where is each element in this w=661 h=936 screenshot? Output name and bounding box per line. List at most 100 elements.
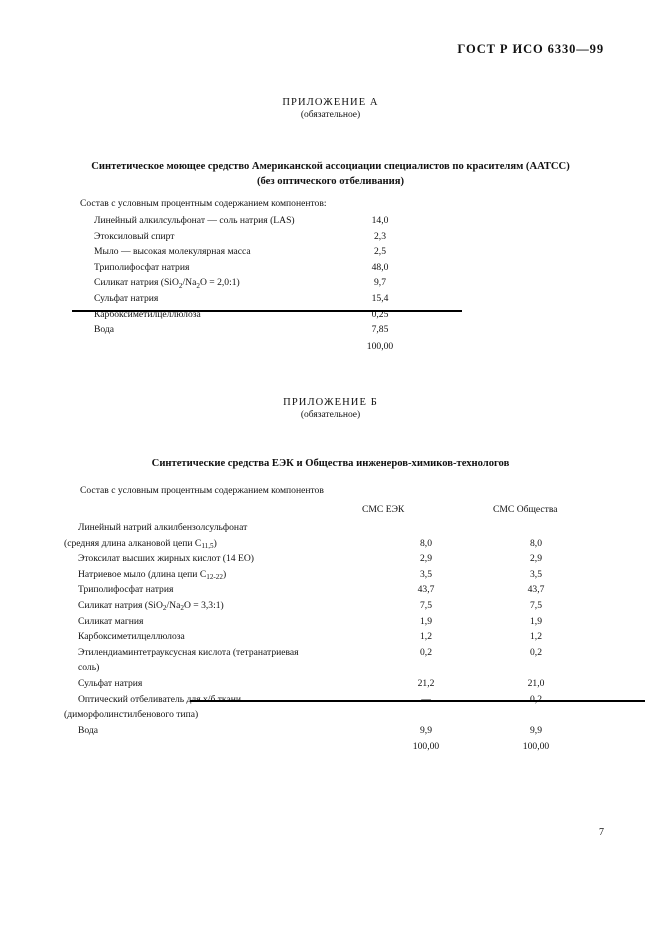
component-value-eec: 9,9	[420, 724, 432, 736]
component-value-eec: 0,2	[420, 646, 432, 658]
table-row-total: 100,00 100,00	[64, 738, 600, 755]
component-value-society	[472, 707, 600, 723]
component-value: 48,0	[371, 261, 389, 273]
total-value-eec: 100,00	[412, 741, 440, 753]
table-row: Мыло — высокая молекулярная масса 2,5	[80, 244, 410, 260]
table-row: Сульфат натрия 15,4	[80, 291, 410, 307]
component-name-line1: Этилендиаминтетрауксусная кислота (тетра…	[78, 646, 299, 658]
component-value-society: 2,9	[530, 553, 542, 565]
component-value: 14,0	[371, 215, 389, 226]
component-name-line2: соль)	[78, 662, 100, 674]
component-value-eec	[380, 707, 472, 723]
component-value-eec: 2,9	[420, 553, 432, 565]
component-name: Карбоксиметилцеллюлоза	[94, 308, 201, 320]
component-value-society	[472, 520, 600, 536]
component-name: Силикат натрия (SiO2/Na2O = 3,3:1)	[78, 599, 224, 613]
table-row: Линейный алкилсульфонат — соль натрия (L…	[80, 213, 410, 229]
annex-a-heading: Синтетическое моющее средство Американск…	[0, 159, 661, 189]
component-name: Триполифосфат натрия	[78, 584, 174, 596]
table-row: Карбоксиметилцеллюлоза 1,2 1,2	[64, 629, 600, 645]
component-name-line1: Оптический отбеливатель для х/б ткани	[78, 693, 241, 705]
component-value: 15,4	[371, 292, 389, 304]
column-header-society: СМС Общества	[493, 504, 558, 515]
annex-a-heading-line1: Синтетическое моющее средство Американск…	[91, 161, 570, 172]
annex-a-table: Линейный алкилсульфонат — соль натрия (L…	[80, 213, 410, 354]
table-row: Вода 9,9 9,9	[64, 723, 600, 739]
table-row: Оптический отбеливатель для х/б ткани — …	[64, 692, 600, 708]
annex-b-heading: Синтетические средства ЕЭК и Общества ин…	[0, 456, 661, 471]
component-value: 7,85	[371, 324, 389, 336]
table-row: Силикат натрия (SiO2/Na2O = 3,3:1) 7,5 7…	[64, 598, 600, 614]
component-value-society	[472, 660, 600, 676]
component-value-eec: 1,2	[420, 631, 432, 643]
total-label	[80, 338, 350, 355]
component-value-eec: 1,9	[420, 615, 432, 627]
component-value: 2,5	[374, 246, 386, 258]
scan-artifact-line	[72, 310, 462, 312]
annex-b-caption: ПРИЛОЖЕНИЕ Б (обязательное)	[0, 396, 661, 422]
table-row: Этоксиловый спирт 2,3	[80, 229, 410, 245]
scan-artifact-line	[190, 700, 645, 702]
annex-b-table: Линейный натрий алкилбензолсульфонат (ср…	[64, 520, 600, 755]
component-value-society: 43,7	[527, 584, 545, 596]
total-label	[64, 738, 380, 755]
table-row: Силикат магния 1,9 1,9	[64, 614, 600, 630]
total-value-society: 100,00	[522, 741, 550, 753]
component-value-eec	[380, 520, 472, 536]
component-name: Мыло — высокая молекулярная масса	[94, 246, 251, 258]
table-row-total: 100,00	[80, 338, 410, 355]
table-row-cont: (диморфолинстилбенового типа)	[64, 707, 600, 723]
component-name: Сульфат натрия	[78, 677, 143, 689]
table-row: Вода 7,85	[80, 322, 410, 338]
component-value: 2,3	[374, 230, 386, 242]
component-value-eec: 21,2	[417, 677, 435, 689]
annex-a-intro: Состав с условным процентным содержанием…	[80, 198, 327, 209]
table-row: Этилендиаминтетрауксусная кислота (тетра…	[64, 645, 600, 661]
total-value: 100,00	[366, 340, 394, 352]
component-value: 0,25	[371, 308, 389, 320]
table-row-cont: (средняя длина алкановой цепи C11,5) 8,0…	[64, 536, 600, 552]
component-value-society: 21,0	[527, 677, 545, 689]
component-value-eec: 3,5	[420, 568, 432, 580]
table-row: Линейный натрий алкилбензолсульфонат	[64, 520, 600, 536]
component-name: Этоксиловый спирт	[94, 230, 175, 242]
component-value-society: 8,0	[530, 537, 542, 549]
component-name: Сульфат натрия	[94, 292, 159, 304]
annex-b-heading-line1: Синтетические средства ЕЭК и Общества ин…	[151, 458, 510, 469]
annex-b-intro: Состав с условным процентным содержанием…	[80, 485, 324, 496]
component-name: Линейный натрий алкилбензолсульфонат	[64, 520, 380, 536]
table-row: Силикат натрия (SiO2/Na2O = 2,0:1) 9,7	[80, 275, 410, 291]
component-name-line1: Линейный натрий алкилбензолсульфонат	[78, 522, 248, 533]
component-value-eec: 8,0	[420, 537, 432, 549]
component-value-society: 9,9	[530, 724, 542, 736]
component-value-society: 0,2	[472, 692, 600, 708]
annex-b-title: ПРИЛОЖЕНИЕ Б	[283, 397, 378, 408]
component-name: Силикат натрия (SiO2/Na2O = 2,0:1)	[94, 277, 240, 290]
component-name: Натриевое мыло (длина цепи C12-22)	[78, 568, 227, 582]
component-name: Вода	[78, 724, 99, 736]
column-header-eec: СМС ЕЭК	[362, 504, 405, 515]
annex-b-subtitle: (обязательное)	[300, 410, 361, 421]
table-row: Карбоксиметилцеллюлоза 0,25	[80, 307, 410, 323]
component-value-eec: 43,7	[417, 584, 435, 596]
table-row: Сульфат натрия 21,2 21,0	[64, 676, 600, 692]
component-value-eec: 7,5	[420, 599, 432, 611]
component-value-society: 1,9	[530, 615, 542, 627]
annex-a-title: ПРИЛОЖЕНИЕ А	[282, 97, 379, 108]
standard-header: ГОСТ Р ИСО 6330—99	[457, 42, 604, 56]
component-name: Этоксилат высших жирных кислот (14 ЕО)	[78, 553, 254, 565]
component-name: Линейный алкилсульфонат — соль натрия (L…	[94, 215, 295, 226]
component-name: Карбоксиметилцеллюлоза	[78, 631, 185, 643]
table-row-cont: соль)	[64, 660, 600, 676]
component-value: 9,7	[374, 277, 386, 289]
table-row: Этоксилат высших жирных кислот (14 ЕО) 2…	[64, 551, 600, 567]
component-name-line2: (средняя длина алкановой цепи C11,5)	[64, 537, 217, 551]
page-number: 7	[599, 827, 604, 838]
annex-a-subtitle: (обязательное)	[300, 110, 361, 121]
component-value-society: 0,2	[530, 646, 542, 658]
table-row: Триполифосфат натрия 48,0	[80, 260, 410, 276]
component-value-eec: —	[380, 692, 472, 708]
component-name-line2: (диморфолинстилбенового типа)	[64, 709, 199, 721]
component-value-eec	[380, 660, 472, 676]
